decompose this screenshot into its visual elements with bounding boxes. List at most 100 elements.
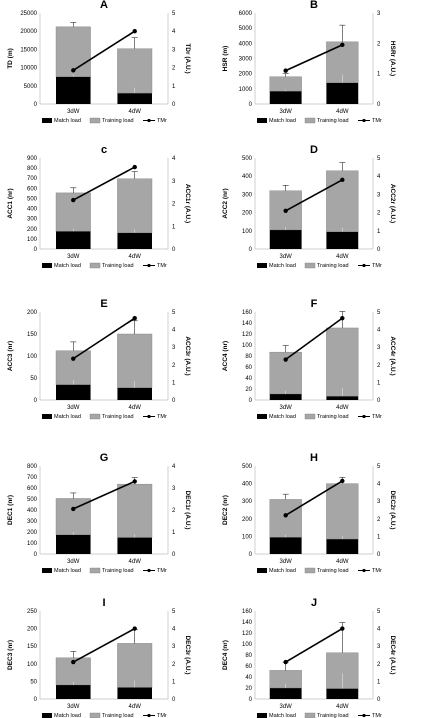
- p4-y2tick-0: 0: [172, 398, 176, 404]
- p4-title: E: [100, 298, 107, 310]
- p3-ytick-400: 400: [242, 174, 253, 180]
- p2-ytick-700: 700: [27, 176, 38, 182]
- p8-xtick-3dW: 3dW: [67, 704, 80, 710]
- p5-legend-match-label: Match load: [269, 414, 296, 420]
- p6-bar-training-4dW: [117, 483, 153, 538]
- p5-tmr-line: [285, 317, 343, 361]
- p5-xtick-3dW: 3dW: [280, 405, 293, 411]
- p0-legend-match-label: Match load: [54, 118, 81, 124]
- p2-legend-training-label: Training load: [102, 263, 134, 269]
- p1-tmr-point-3dW: [283, 68, 288, 73]
- p7-ytick-400: 400: [242, 482, 253, 488]
- p2-ytick-200: 200: [27, 227, 38, 233]
- p3-ytick-300: 300: [242, 192, 253, 198]
- p3-bar-match-4dW: [326, 231, 359, 249]
- p6-tmr-point-4dW: [132, 479, 137, 484]
- p1-ytick-4000: 4000: [239, 41, 253, 47]
- p0-bar-match-4dW: [117, 93, 152, 104]
- p7-title: H: [310, 452, 318, 464]
- p0-bar-training-4dW: [117, 48, 153, 94]
- p8-ytick-200: 200: [27, 627, 38, 633]
- p0-y2tick-1: 1: [172, 84, 176, 90]
- p0-tmr-line: [72, 30, 136, 72]
- p3-legend-training-label: Training load: [317, 263, 349, 269]
- p4-xtick-4dW: 4dW: [129, 405, 142, 411]
- p8-legend-training-swatch: [89, 712, 101, 718]
- p0-title: A: [100, 0, 108, 11]
- p3-tmr-line: [285, 179, 343, 212]
- p8-y2tick-2: 2: [172, 662, 176, 668]
- p2-ytick-900: 900: [27, 156, 38, 162]
- p6-ylabel: DEC1 (nr): [7, 495, 14, 525]
- p2-y2tick-1: 1: [172, 224, 176, 230]
- p0-ytick-25000: 25000: [20, 11, 37, 17]
- p1-legend-match-swatch: [257, 118, 267, 123]
- p5-legend-training-label: Training load: [317, 414, 349, 420]
- p7-legend-match-label: Match load: [269, 568, 296, 574]
- p2-legend-training-swatch: [89, 262, 101, 269]
- p1-xtick-3dW: 3dW: [280, 109, 293, 115]
- p5-legend-match-swatch: [257, 414, 267, 419]
- p9-xtick-3dW: 3dW: [280, 704, 293, 710]
- p2-ytick-300: 300: [27, 217, 38, 223]
- p7-legend-training-label: Training load: [317, 568, 349, 574]
- p7-legend-tmr-marker: [362, 568, 366, 573]
- p1-title: B: [310, 0, 318, 11]
- p4-legend-tmr-label: TMr: [157, 414, 167, 420]
- p6-xtick-3dW: 3dW: [67, 559, 80, 565]
- p6-tmr-line: [72, 480, 136, 510]
- p2-y2label: ACC1r (A.U.): [184, 184, 191, 223]
- p0-ytick-20000: 20000: [20, 29, 37, 35]
- p5-y2tick-4: 4: [377, 328, 381, 334]
- p6-ytick-400: 400: [27, 508, 38, 514]
- p4-tmr-point-3dW: [71, 356, 76, 361]
- p3-y2tick-5: 5: [377, 156, 381, 162]
- p1-ytick-6000: 6000: [239, 11, 253, 17]
- p3-ylabel: ACC2 (nr): [222, 188, 229, 218]
- p4-y2tick-5: 5: [172, 310, 176, 316]
- p7-ytick-0: 0: [249, 552, 253, 558]
- p5-ytick-160: 160: [242, 310, 253, 316]
- p1-y2tick-2: 2: [377, 41, 381, 47]
- p2-ytick-100: 100: [27, 237, 38, 243]
- p3-legend-match-swatch: [257, 263, 267, 268]
- p1-ytick-3000: 3000: [239, 57, 253, 63]
- p5-bar-match-4dW: [326, 396, 359, 400]
- p5-ytick-0: 0: [249, 398, 253, 404]
- p5-xtick-4dW: 4dW: [336, 405, 349, 411]
- p1-legend-training-label: Training load: [317, 118, 349, 124]
- p4-legend-training-label: Training load: [102, 414, 134, 420]
- p1-ylabel: HSR (m): [222, 46, 229, 72]
- p8-xtick-4dW: 4dW: [129, 704, 142, 710]
- p9-y2label: DEC4r (A.U.): [389, 635, 396, 674]
- p9-legend-match-swatch: [257, 713, 267, 718]
- p3-y2tick-3: 3: [377, 192, 381, 198]
- p5-y2tick-3: 3: [377, 345, 381, 351]
- p5-ytick-60: 60: [245, 365, 252, 371]
- p9-ytick-160: 160: [242, 609, 253, 615]
- p0-ytick-15000: 15000: [20, 47, 37, 53]
- p4-legend-match-swatch: [42, 414, 52, 419]
- p8-y2tick-0: 0: [172, 697, 176, 703]
- p3-title: D: [310, 144, 318, 156]
- p9-y2tick-3: 3: [377, 644, 381, 650]
- p4-legend-match-label: Match load: [54, 414, 81, 420]
- p2-legend-tmr-label: TMr: [157, 263, 167, 269]
- p2-title: c: [101, 144, 107, 156]
- p4-y2tick-3: 3: [172, 345, 176, 351]
- p7-ytick-300: 300: [242, 499, 253, 505]
- p3-xtick-4dW: 4dW: [336, 254, 349, 260]
- p4-tmr-point-4dW: [132, 315, 137, 321]
- p9-ytick-20: 20: [245, 686, 252, 692]
- p8-legend-tmr-label: TMr: [157, 713, 167, 718]
- p4-ylabel: ACC3 (nr): [7, 341, 14, 371]
- p2-y2tick-4: 4: [172, 156, 176, 162]
- p0-y2tick-3: 3: [172, 47, 176, 53]
- p0-y2tick-0: 0: [172, 102, 176, 108]
- p4-legend-training-swatch: [89, 413, 101, 420]
- p9-bar-match-3dW: [269, 688, 302, 699]
- p2-ytick-0: 0: [34, 247, 38, 253]
- p7-y2tick-1: 1: [377, 534, 381, 540]
- p1-ytick-1000: 1000: [239, 87, 253, 93]
